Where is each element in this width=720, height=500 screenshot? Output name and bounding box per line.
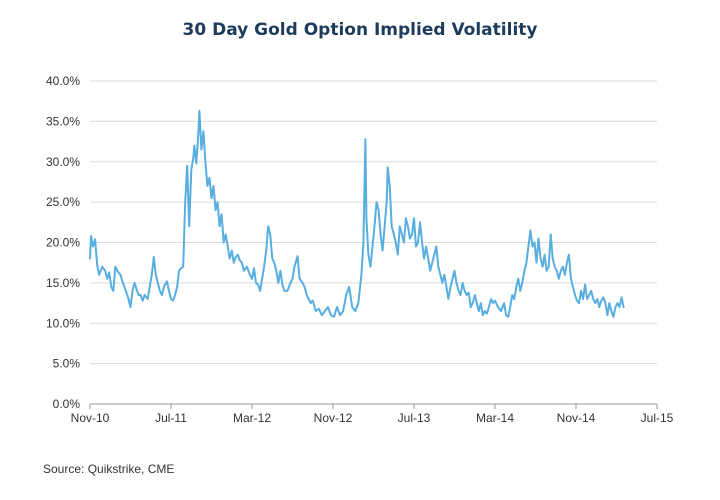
x-tick-label: Mar-12 bbox=[233, 411, 271, 425]
x-tick-label: Jul-15 bbox=[641, 411, 674, 425]
y-tick-label: 15.0% bbox=[46, 276, 80, 290]
gridlines bbox=[90, 80, 657, 365]
x-tick-label: Jul-13 bbox=[398, 411, 431, 425]
y-tick-label: 5.0% bbox=[53, 357, 81, 371]
y-tick-label: 30.0% bbox=[46, 155, 80, 169]
y-tick-label: 25.0% bbox=[46, 195, 80, 209]
x-tick-label: Jul-11 bbox=[155, 411, 187, 425]
y-tick-label: 10.0% bbox=[46, 316, 80, 330]
y-tick-label: 0.0% bbox=[53, 397, 81, 411]
x-ticks bbox=[89, 404, 658, 409]
x-tick-label: Nov-10 bbox=[71, 411, 110, 425]
y-tick-label: 20.0% bbox=[46, 236, 80, 250]
y-tick-labels: 0.0% 5.0% 10.0% 15.0% 20.0% 25.0% 30.0% 35.0% 40… bbox=[46, 74, 80, 411]
y-tick-label: 40.0% bbox=[46, 74, 80, 88]
chart-source: Source: Quikstrike, CME bbox=[43, 462, 175, 476]
series-layer bbox=[89, 109, 625, 318]
y-tick-label: 35.0% bbox=[46, 114, 80, 128]
x-tick-labels: Nov-10 Jul-11 Mar-12 Nov-12 Jul-13 Mar-14 Nov-… bbox=[71, 411, 674, 425]
x-tick-label: Nov-12 bbox=[314, 411, 353, 425]
x-tick-label: Mar-14 bbox=[476, 411, 514, 425]
x-tick-label: Nov-14 bbox=[557, 411, 596, 425]
chart-title: 30 Day Gold Option Implied Volatility bbox=[182, 20, 538, 40]
series-line-implied-volatility bbox=[89, 109, 625, 318]
